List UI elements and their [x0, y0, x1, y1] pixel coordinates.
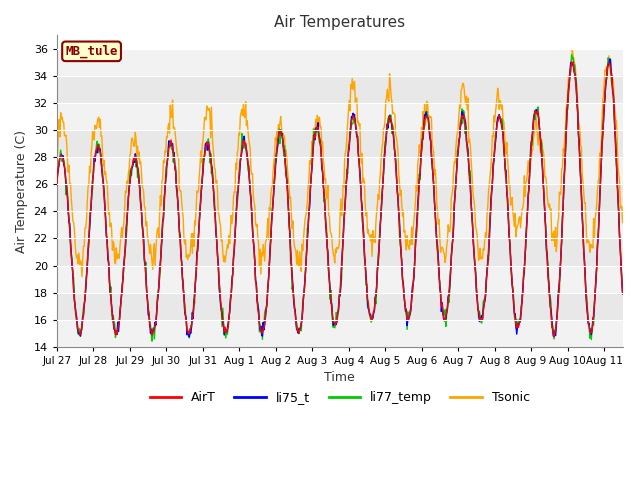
Bar: [57, 130, 623, 157]
Tsonic: [295, 263, 303, 269]
Bar: [57, 211, 623, 239]
Line: Tsonic: Tsonic: [57, 49, 623, 276]
li75_t: [295, 326, 303, 332]
AirT: [53, 183, 61, 189]
li75_t: [316, 141, 324, 146]
AirT: [569, 60, 577, 65]
Bar: [57, 265, 623, 293]
Bar: [57, 320, 623, 347]
li75_t: [619, 291, 627, 297]
Tsonic: [133, 152, 141, 158]
li77_temp: [316, 137, 324, 143]
li77_temp: [295, 331, 303, 336]
li77_temp: [53, 181, 61, 187]
Bar: [57, 103, 623, 130]
li75_t: [132, 154, 140, 159]
AirT: [294, 327, 302, 333]
AirT: [472, 284, 480, 290]
li77_temp: [55, 157, 63, 163]
li77_temp: [132, 164, 140, 170]
AirT: [132, 156, 140, 162]
AirT: [55, 161, 63, 167]
li75_t: [460, 116, 467, 121]
AirT: [316, 135, 323, 141]
Tsonic: [568, 47, 576, 52]
li75_t: [53, 180, 61, 186]
AirT: [550, 334, 558, 340]
Tsonic: [474, 232, 481, 238]
Bar: [57, 293, 623, 320]
Text: MB_tule: MB_tule: [65, 45, 118, 58]
li77_temp: [474, 293, 481, 299]
Bar: [57, 239, 623, 265]
li75_t: [186, 334, 193, 340]
Title: Air Temperatures: Air Temperatures: [274, 15, 405, 30]
li75_t: [55, 162, 63, 168]
Line: li75_t: li75_t: [57, 59, 623, 337]
li77_temp: [148, 338, 156, 344]
Tsonic: [53, 147, 61, 153]
Line: AirT: AirT: [57, 62, 623, 337]
Tsonic: [460, 81, 467, 86]
Bar: [57, 49, 623, 76]
AirT: [459, 115, 467, 120]
X-axis label: Time: Time: [324, 372, 355, 384]
li77_temp: [460, 108, 467, 113]
Bar: [57, 184, 623, 211]
li77_temp: [619, 288, 627, 293]
Legend: AirT, li75_t, li77_temp, Tsonic: AirT, li75_t, li77_temp, Tsonic: [145, 386, 535, 409]
Tsonic: [78, 274, 86, 279]
li75_t: [607, 56, 614, 62]
Bar: [57, 76, 623, 103]
Tsonic: [619, 220, 627, 226]
AirT: [619, 290, 627, 296]
Bar: [57, 157, 623, 184]
Y-axis label: Air Temperature (C): Air Temperature (C): [15, 130, 28, 252]
Tsonic: [316, 124, 324, 130]
li75_t: [474, 295, 481, 300]
Line: li77_temp: li77_temp: [57, 55, 623, 341]
li77_temp: [568, 52, 575, 58]
Tsonic: [55, 117, 63, 122]
